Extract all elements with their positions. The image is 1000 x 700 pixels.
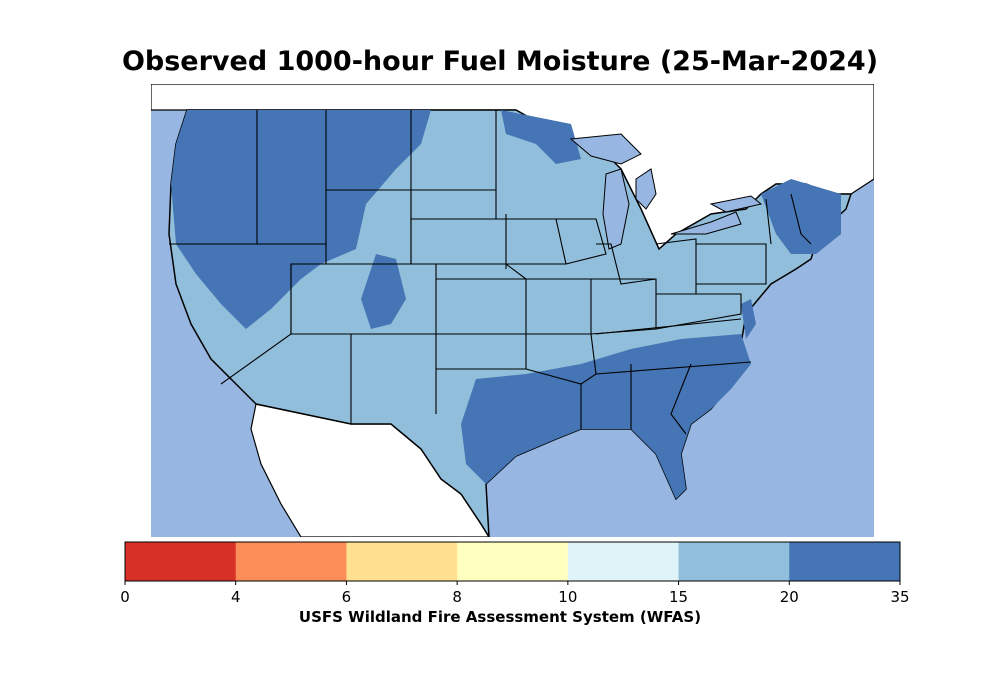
colorbar-tick-label: 4 xyxy=(231,588,241,606)
colorbar-tick-label: 35 xyxy=(890,588,909,606)
map-title: Observed 1000-hour Fuel Moisture (25-Mar… xyxy=(121,46,879,77)
colorbar-tick-label: 10 xyxy=(558,588,577,606)
state-borders xyxy=(169,110,812,435)
moisture-high-zones xyxy=(171,110,841,499)
colorbar-bin xyxy=(678,542,790,581)
colorbar-bin xyxy=(457,542,569,581)
colorbar-tick-label: 15 xyxy=(669,588,688,606)
colorbar-tick-label: 0 xyxy=(120,588,130,606)
fuel-moisture-map xyxy=(151,84,874,537)
great-lakes xyxy=(569,133,763,250)
colorbar-bin xyxy=(235,542,347,581)
colorbar-tick-label: 20 xyxy=(780,588,799,606)
colorbar-tick-label: 8 xyxy=(452,588,462,606)
colorbar-outline xyxy=(124,541,901,582)
colorbar-title: USFS Wildland Fire Assessment System (WF… xyxy=(298,608,702,626)
colorbar-tick-label: 6 xyxy=(342,588,352,606)
colorbar-bin xyxy=(789,542,901,581)
colorbar-bin xyxy=(567,542,680,581)
colorbar-bin xyxy=(346,542,458,581)
colorbar-bin xyxy=(125,542,237,581)
